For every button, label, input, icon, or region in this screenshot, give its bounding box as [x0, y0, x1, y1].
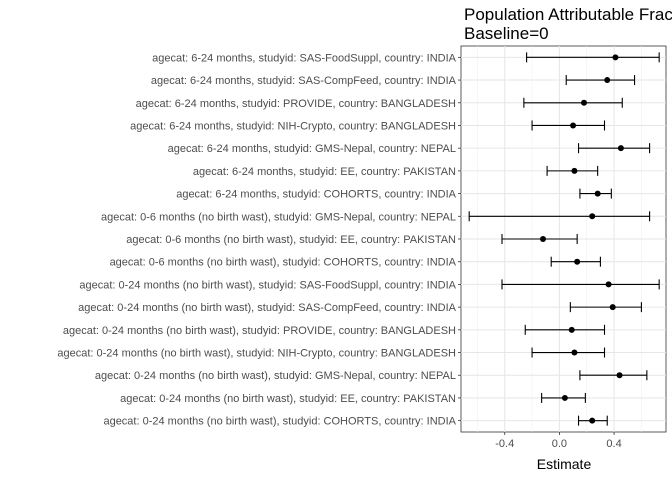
x-axis-title: Estimate: [537, 456, 592, 472]
estimate-row: [501, 234, 578, 244]
row-label: agecat: 0-6 months (no birth wast), stud…: [101, 211, 456, 223]
row-label: agecat: 0-6 months (no birth wast), stud…: [110, 257, 457, 269]
row-labels: agecat: 6-24 months, studyid: SAS-FoodSu…: [57, 52, 461, 428]
estimate-row: [531, 120, 606, 131]
row-label: agecat: 6-24 months, studyid: NIH-Crypto…: [130, 120, 456, 132]
point-estimate: [574, 258, 581, 265]
point-estimate: [617, 145, 624, 152]
point-estimate: [594, 190, 601, 197]
estimate-row: [579, 188, 612, 199]
row-label: agecat: 6-24 months, studyid: PROVIDE, c…: [136, 98, 456, 110]
row-label: agecat: 0-24 months (no birth wast), stu…: [78, 302, 456, 314]
estimate-row: [531, 347, 606, 358]
row-label: agecat: 6-24 months, studyid: EE, countr…: [193, 166, 456, 178]
point-estimate: [589, 213, 596, 220]
row-label: agecat: 0-24 months (no birth wast), stu…: [57, 348, 456, 360]
x-axis: -0.4 0.0 0.4: [495, 432, 622, 450]
row-label: agecat: 0-24 months (no birth wast), stu…: [63, 325, 456, 337]
row-label: agecat: 0-24 months (no birth wast), stu…: [103, 416, 456, 428]
row-label: agecat: 0-24 months (no birth wast), stu…: [79, 279, 456, 291]
estimate-row: [546, 165, 599, 176]
estimate-row: [523, 97, 623, 108]
row-label: agecat: 6-24 months, studyid: COHORTS, c…: [176, 189, 456, 201]
estimate-row: [524, 324, 606, 335]
estimate-row: [526, 52, 660, 63]
point-estimate: [616, 372, 623, 379]
x-tick-label: 0.0: [552, 438, 567, 450]
estimate-row: [565, 75, 636, 86]
estimate-row: [577, 415, 608, 426]
row-label: agecat: 6-24 months, studyid: SAS-CompFe…: [151, 75, 457, 87]
estimate-row: [501, 279, 660, 290]
point-estimate: [571, 167, 578, 174]
row-label: agecat: 0-6 months (no birth wast), stud…: [126, 234, 456, 246]
point-estimate: [561, 394, 568, 401]
chart-title-line-2: Baseline=0: [464, 24, 549, 43]
chart-title-line-1: Population Attributable Fraction: [464, 5, 672, 24]
point-estimate: [604, 77, 611, 84]
point-estimate: [581, 99, 587, 106]
point-estimate: [568, 326, 575, 333]
point-estimate: [570, 122, 577, 129]
point-estimate: [605, 281, 612, 288]
x-tick-label: 0.4: [606, 438, 621, 450]
plot-marks: [468, 52, 660, 426]
estimate-row: [541, 392, 586, 403]
point-estimate: [609, 304, 616, 311]
estimate-row: [579, 370, 648, 381]
estimate-row: [550, 256, 601, 267]
estimate-row: [577, 143, 651, 154]
row-label: agecat: 0-24 months (no birth wast), stu…: [120, 393, 456, 405]
point-estimate: [589, 417, 596, 424]
estimate-row: [569, 302, 642, 313]
estimate-row: [468, 211, 651, 222]
point-estimate: [612, 54, 619, 61]
point-estimate: [540, 236, 546, 242]
row-label: agecat: 6-24 months, studyid: SAS-FoodSu…: [152, 52, 457, 64]
row-label: agecat: 0-24 months (no birth wast), stu…: [95, 370, 456, 382]
point-estimate: [571, 349, 578, 356]
row-label: agecat: 6-24 months, studyid: GMS-Nepal,…: [168, 143, 456, 155]
x-tick-label: -0.4: [495, 438, 514, 450]
